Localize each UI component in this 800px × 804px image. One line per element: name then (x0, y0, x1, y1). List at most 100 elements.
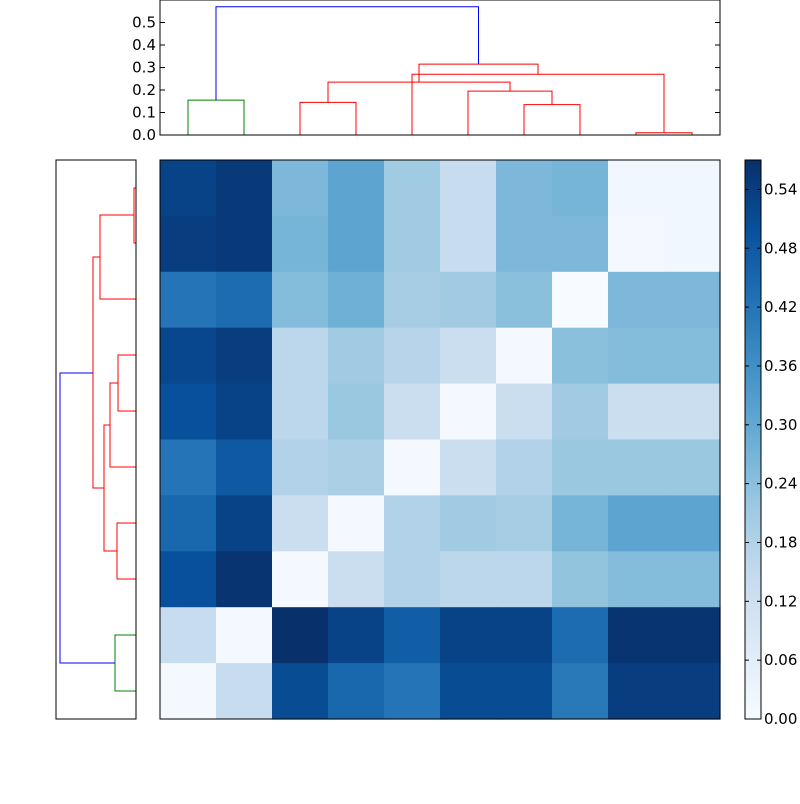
dendrogram-link (523, 104, 581, 135)
heatmap-cell (216, 663, 273, 720)
heatmap-cell (160, 663, 217, 720)
heatmap-cell (440, 439, 497, 496)
heatmap-cell (664, 551, 721, 608)
heatmap-cell (496, 495, 553, 552)
colorbar-tick-label: 0.42 (764, 298, 797, 316)
colorbar-tick-label: 0.30 (764, 416, 797, 434)
heatmap-cell (664, 439, 721, 496)
heatmap-cell (496, 327, 553, 385)
heatmap-cell (216, 439, 273, 496)
colorbar-tick-label: 0.36 (764, 357, 797, 375)
heatmap-cell (608, 439, 665, 496)
heatmap-cell (384, 495, 441, 552)
heatmap-cell (496, 607, 553, 664)
heatmap-cell (496, 551, 553, 608)
heatmap-cell (272, 383, 329, 441)
y-tick-label: 0.1 (132, 104, 156, 122)
heatmap-cell (496, 215, 553, 273)
heatmap-cell (608, 215, 665, 273)
heatmap-cell (552, 271, 609, 329)
dendrogram-link (418, 63, 539, 83)
dendrogram-link (116, 522, 136, 580)
heatmap-cell (384, 607, 441, 664)
dendrogram-link (117, 354, 136, 412)
heatmap-cell (552, 160, 609, 217)
heatmap-cell (384, 327, 441, 385)
heatmap-cell (216, 327, 273, 385)
heatmap-cell (384, 439, 441, 496)
heatmap-cell (608, 271, 665, 329)
top-dendrogram-y-axis: 0.0 0.1 0.2 0.3 0.4 0.5 (132, 14, 720, 144)
heatmap-cell (328, 215, 385, 273)
heatmap-cell (272, 495, 329, 552)
heatmap-cell (440, 383, 497, 441)
heatmap-cell (608, 551, 665, 608)
heatmap-cell (440, 607, 497, 664)
top-dendrogram-frame (159, 0, 721, 136)
heatmap-cell (272, 551, 329, 608)
heatmap-cell (496, 439, 553, 496)
heatmap-cell (608, 495, 665, 552)
heatmap-cell (552, 439, 609, 496)
heatmap-cell (160, 327, 217, 385)
heatmap-cell (608, 383, 665, 441)
colorbar-tick-label: 0.24 (764, 475, 797, 493)
heatmap-cell (384, 551, 441, 608)
heatmap-cell (440, 271, 497, 329)
dendrogram-link (187, 99, 245, 135)
heatmap-cell (328, 160, 385, 217)
heatmap-cell (160, 160, 217, 217)
colorbar-tick-label: 0.12 (764, 592, 797, 610)
colorbar-gradient (745, 160, 761, 719)
left-dendrogram-frame (55, 159, 137, 720)
heatmap-cell (272, 271, 329, 329)
heatmap-cell (328, 439, 385, 496)
heatmap-cell (608, 160, 665, 217)
heatmap-cell (160, 383, 217, 441)
heatmap-cell (496, 663, 553, 720)
heatmap-cell (664, 215, 721, 273)
heatmap-cell (272, 439, 329, 496)
heatmap-cell (608, 607, 665, 664)
dendrogram-link (109, 382, 136, 468)
heatmap-cell (664, 160, 721, 217)
heatmap-cell (496, 271, 553, 329)
heatmap-cell (440, 327, 497, 385)
heatmap-cell (496, 160, 553, 217)
heatmap-cell (440, 551, 497, 608)
heatmap-cell (552, 551, 609, 608)
dendrogram-link (299, 101, 357, 135)
dendrogram-link (467, 90, 553, 135)
heatmap (160, 160, 721, 720)
heatmap-cell (552, 215, 609, 273)
heatmap-cell (272, 215, 329, 273)
dendrogram-link (59, 372, 115, 664)
dendrogram-link (327, 81, 511, 103)
heatmap-cell (440, 663, 497, 720)
heatmap-cell (272, 607, 329, 664)
heatmap-cell (160, 607, 217, 664)
heatmap-cell (552, 327, 609, 385)
dendrogram-link (92, 256, 104, 489)
heatmap-cell (328, 271, 385, 329)
left-dendrogram (59, 187, 136, 692)
heatmap-cell (160, 495, 217, 552)
heatmap-cell (384, 663, 441, 720)
heatmap-cell (328, 607, 385, 664)
colorbar-tick-label: 0.18 (764, 533, 797, 551)
heatmap-cell (664, 607, 721, 664)
heatmap-cell (384, 383, 441, 441)
heatmap-cell (216, 551, 273, 608)
heatmap-cell (216, 160, 273, 217)
heatmap-cell (552, 495, 609, 552)
heatmap-cell (384, 215, 441, 273)
top-dendrogram (187, 6, 693, 135)
heatmap-cell (328, 383, 385, 441)
heatmap-cell (160, 551, 217, 608)
heatmap-cell (160, 271, 217, 329)
heatmap-cell (216, 383, 273, 441)
colorbar-tick-label: 0.48 (764, 239, 797, 257)
heatmap-cell (384, 271, 441, 329)
heatmap-frame (159, 159, 721, 720)
